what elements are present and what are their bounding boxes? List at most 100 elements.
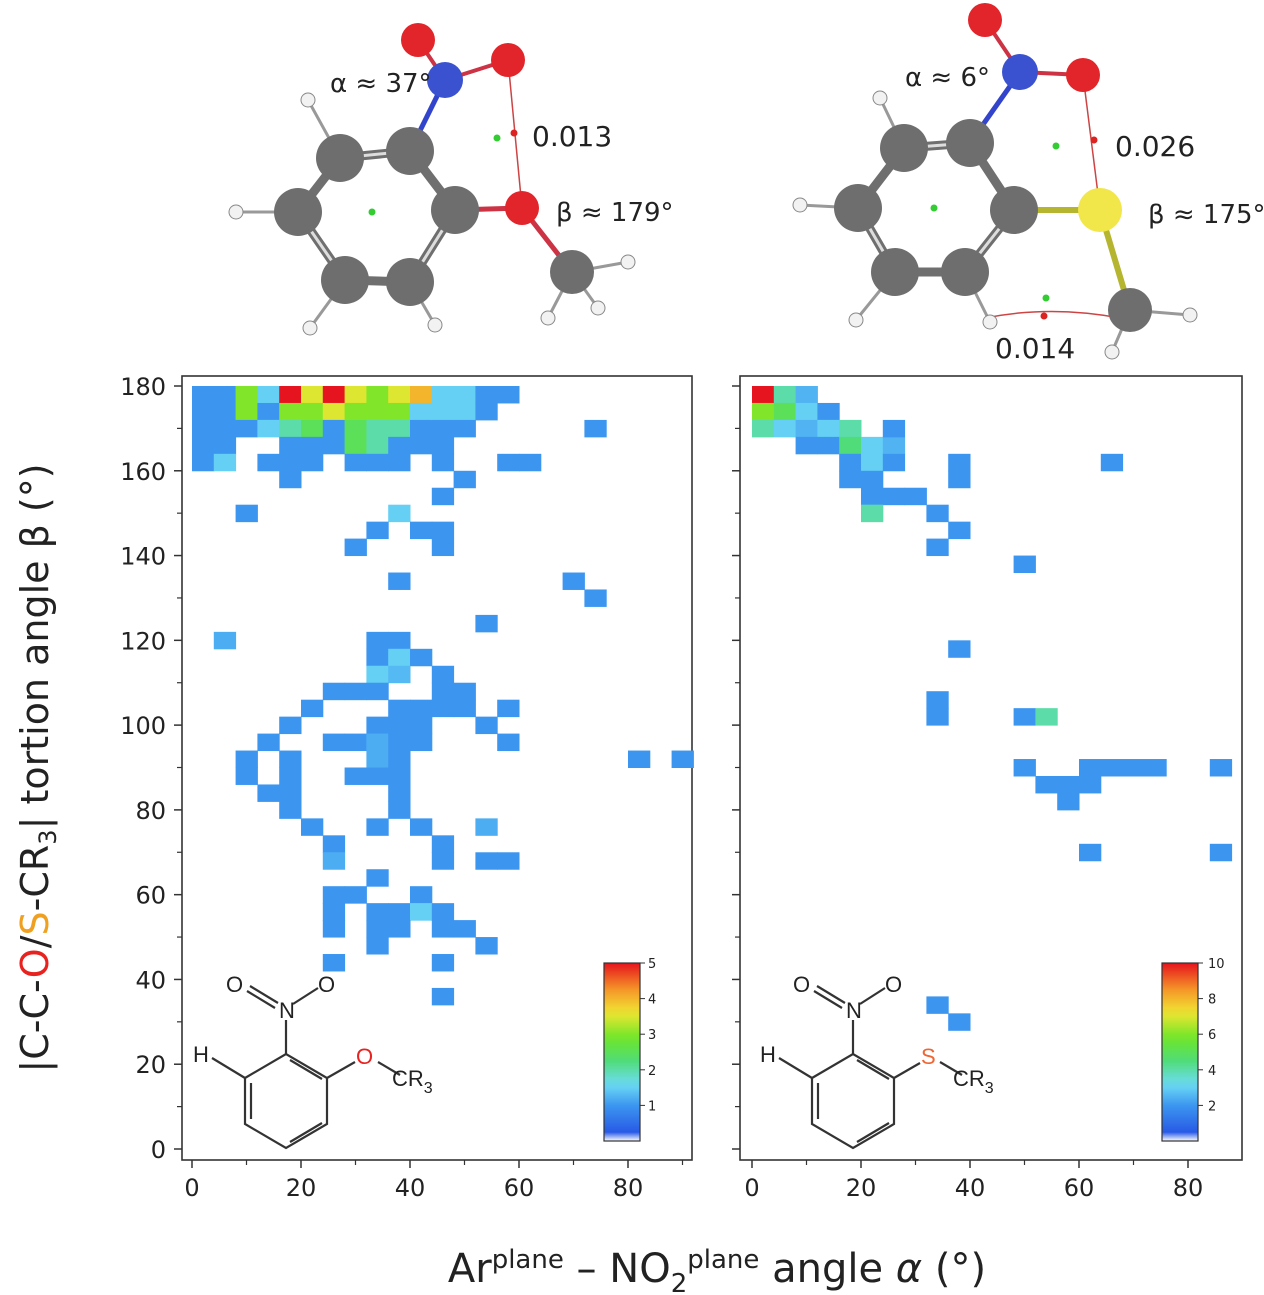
heatmap-cell <box>861 453 884 472</box>
heatmap-cell <box>344 767 367 785</box>
heatmap-cell <box>1079 775 1102 794</box>
heatmap-cell <box>192 386 215 404</box>
heatmap-cell <box>431 538 455 557</box>
heatmap-cell <box>322 436 346 455</box>
heatmap-cell <box>235 750 258 768</box>
structure-drawing-oxygen <box>211 985 401 1150</box>
y-tick-label: 160 <box>120 458 166 486</box>
heatmap-cell <box>1209 759 1233 777</box>
heatmap-cell <box>322 402 346 421</box>
heatmap-cell <box>366 453 389 472</box>
heatmap-cell <box>192 419 215 438</box>
heatmap-cell <box>1057 792 1080 811</box>
heatmap-cell <box>795 419 818 438</box>
x-tick-label: 20 <box>846 1174 877 1202</box>
y-tick-label: 0 <box>151 1136 166 1164</box>
heatmap-cell <box>1209 843 1233 862</box>
heatmap-cell <box>388 402 411 421</box>
heatmap-cell <box>213 436 237 455</box>
molecule-model-methylthio: α ≈ 6° 0.026 β ≈ 175° 0.014 <box>792 3 1264 365</box>
heatmap-cell <box>366 920 389 938</box>
nitro-n: N <box>846 998 862 1023</box>
heatmap-cell <box>388 572 411 590</box>
heatmap-cell <box>948 640 971 658</box>
heatmap-cell <box>431 987 455 1006</box>
heatmap-cell <box>366 937 389 955</box>
heatmap-cell <box>904 487 927 506</box>
heatmap-cell <box>344 386 367 404</box>
heatmap-cell <box>453 402 476 421</box>
molecule-model-methoxy: α ≈ 37° 0.013 β ≈ 179° <box>228 23 674 336</box>
heatmap-cell <box>453 419 476 438</box>
heatmap-cell <box>475 818 498 836</box>
heatmap-cell <box>926 504 949 523</box>
heatmap-cell <box>861 470 884 489</box>
heatmap-cell <box>431 453 455 472</box>
heatmap-cell <box>322 852 346 870</box>
heatmap-cell <box>301 419 324 438</box>
heatmap-cell <box>388 733 411 752</box>
heatmap-cell <box>388 504 411 523</box>
heatmap-cell <box>497 386 520 404</box>
heatmap-cell <box>366 521 389 540</box>
heatmap-cell <box>817 419 840 438</box>
heatmap-cell <box>257 386 280 404</box>
heatmap-cell <box>213 386 237 404</box>
x-tick-label: 80 <box>1173 1174 1204 1202</box>
heatmap-cell <box>410 903 433 921</box>
heatmap-cell <box>388 453 411 472</box>
heatmap-cell <box>453 699 476 718</box>
cr-group: CR3 <box>392 1066 433 1097</box>
heatmap-cell <box>213 419 237 438</box>
heatmap-cell <box>431 419 455 438</box>
heatmap-cell <box>213 453 237 472</box>
heatmap-cell <box>475 716 498 735</box>
heatmap-cell <box>882 453 906 472</box>
heatmap-cell <box>388 716 411 735</box>
heatmap-cell <box>366 818 389 836</box>
heatmap-cell <box>366 767 389 785</box>
heatmap-cell <box>213 402 237 421</box>
heatmap-cell <box>192 453 215 472</box>
heatmap-cell <box>388 419 411 438</box>
heatmap-cell <box>752 402 775 421</box>
colorbar-tick-label: 1 <box>648 1099 656 1114</box>
y-tick-label: 60 <box>135 882 166 910</box>
heatmap-cell <box>279 453 302 472</box>
heatmap-cell <box>366 903 389 921</box>
heatmap-cell <box>301 453 324 472</box>
heatmap-cell <box>235 386 258 404</box>
heatmap-cell <box>948 453 971 472</box>
heatmap-cell <box>388 903 411 921</box>
bcp-label: 0.026 <box>1115 130 1195 163</box>
heatmap-cell <box>926 996 949 1014</box>
y-tick-label: 120 <box>120 627 166 655</box>
heatmap-cell <box>431 903 455 921</box>
heatmap-cell <box>410 716 433 735</box>
heatmap-cell <box>257 733 280 752</box>
heatmap-cell <box>431 521 455 540</box>
heatmap-cell <box>453 920 476 938</box>
x-tick-label: 0 <box>744 1174 759 1202</box>
heatmap-cell <box>235 419 258 438</box>
heatmap-cell <box>388 631 411 650</box>
heatmap-cell <box>322 903 346 921</box>
cr-group: CR3 <box>953 1066 994 1097</box>
colorbar <box>1161 962 1199 1142</box>
colorbar-tick-label: 6 <box>1208 1028 1216 1043</box>
heatmap-cell <box>279 784 302 802</box>
heatmap-cell <box>926 691 949 709</box>
heatmap-cell <box>948 521 971 540</box>
heatmap-cell <box>1079 843 1102 862</box>
heatmap-cell <box>584 589 607 607</box>
heatmap-cell <box>431 699 455 718</box>
heatmap-cell <box>322 954 346 972</box>
heatmap-cell <box>453 470 476 489</box>
heatmap-cell <box>366 648 389 667</box>
heatmap-cell <box>628 750 651 768</box>
heatmap-cell <box>497 852 520 870</box>
heatmap-cell <box>795 402 818 421</box>
x-tick-label: 60 <box>1064 1174 1095 1202</box>
h-atom: H <box>760 1042 776 1067</box>
